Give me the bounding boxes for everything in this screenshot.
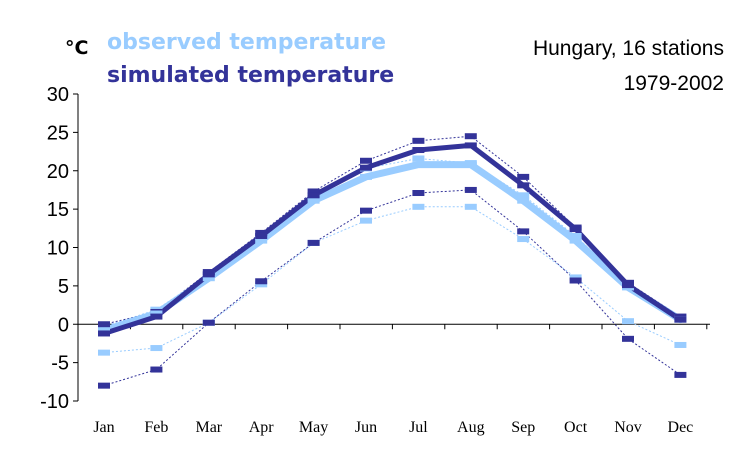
series-0-mean-marker — [150, 310, 163, 317]
y-tick-label: 10 — [47, 238, 69, 260]
x-tick-label: Mar — [195, 419, 222, 436]
series-1-mean-marker — [622, 282, 634, 289]
series-0-max-marker — [517, 192, 530, 199]
series-1-max-marker — [464, 133, 477, 140]
series-layer — [98, 133, 687, 389]
series-0-mean-marker — [202, 275, 215, 282]
series-1-mean-marker — [569, 226, 582, 233]
series-0-min-marker — [98, 349, 110, 356]
series-1-max-marker — [255, 229, 268, 236]
series-0-mean-marker — [412, 161, 425, 168]
series-1-max-marker — [517, 173, 530, 180]
y-tick-label: 15 — [47, 199, 69, 221]
series-0-max-marker — [569, 232, 582, 239]
y-tick-label: 25 — [47, 122, 69, 144]
series-0-mean-marker — [255, 237, 268, 244]
series-1-mean-marker — [98, 330, 110, 337]
series-1-mean-marker — [464, 142, 477, 149]
x-tick-label: Jun — [355, 419, 377, 436]
series-0-min-marker — [150, 345, 163, 352]
series-1-max-marker — [674, 313, 687, 320]
series-0-mean-marker — [360, 173, 372, 180]
series-0-mean-marker — [517, 197, 530, 204]
series-1-min-marker — [202, 319, 215, 326]
y-tick-label: 30 — [47, 84, 69, 106]
series-0-mean-marker — [98, 327, 110, 334]
legend-observed: observed temperature — [107, 30, 386, 55]
x-tick-label: Aug — [457, 419, 485, 436]
series-1-mean-marker — [202, 271, 215, 278]
series-0-mean-marker — [307, 197, 320, 204]
series-1-min-marker — [98, 382, 110, 389]
series-1-min-marker — [360, 207, 372, 214]
series-1-max-marker — [98, 321, 110, 328]
x-tick-label: Apr — [249, 419, 275, 436]
series-1-max-marker — [360, 157, 372, 164]
series-0-min-marker — [412, 203, 425, 210]
series-1-max-marker — [412, 137, 425, 144]
series-1-min-marker — [517, 228, 530, 235]
x-tick-label: May — [299, 419, 328, 436]
simulated-mean-line — [101, 142, 683, 336]
series-0-min-marker — [464, 203, 477, 210]
x-tick-label: Oct — [564, 419, 588, 436]
series-1-min-marker — [255, 278, 268, 285]
series-0-min-marker — [255, 281, 268, 288]
series-0-min-marker — [674, 341, 687, 348]
series-1-min-marker — [412, 190, 425, 197]
series-1-mean-marker — [150, 313, 163, 320]
series-0-min-marker — [517, 236, 530, 243]
y-unit-label: °C — [65, 37, 88, 59]
x-tick-label: Jan — [93, 419, 114, 436]
series-0-min-marker — [360, 217, 372, 224]
title-line-1: Hungary, 16 stations — [533, 37, 724, 60]
x-tick-label: Nov — [614, 419, 642, 436]
x-tick-label: Sep — [511, 419, 535, 436]
y-tick-label: 20 — [47, 161, 69, 183]
series-1-min-marker — [464, 186, 477, 193]
series-0-min-marker — [622, 318, 634, 325]
y-tick-label: -5 — [51, 353, 69, 375]
series-1-min-marker — [150, 366, 163, 373]
axes — [73, 93, 710, 402]
series-1-min-marker — [307, 239, 320, 246]
series-0-min-line — [103, 206, 681, 354]
series-1-min-line — [103, 189, 681, 387]
series-1-max-marker — [307, 188, 320, 195]
x-tick-label: Dec — [668, 419, 694, 436]
series-1-mean-marker — [517, 182, 530, 189]
y-tick-label: 0 — [58, 314, 69, 336]
series-0-mean-marker — [569, 237, 582, 244]
y-tick-label: -10 — [40, 391, 69, 413]
series-1-min-marker — [674, 371, 687, 378]
series-1-mean-marker — [255, 232, 268, 239]
series-1-mean-marker — [412, 147, 425, 154]
series-0-mean-marker — [464, 161, 477, 168]
y-tick-labels: 30 25 20 15 10 5 0 -5 -10 — [40, 84, 69, 413]
series-1-mean-marker — [307, 192, 320, 199]
series-1-mean-marker — [360, 164, 372, 171]
series-0-min-marker — [569, 274, 582, 281]
series-1-min-marker — [569, 277, 582, 284]
legend-simulated: simulated temperature — [107, 63, 394, 88]
series-1-min-marker — [622, 335, 634, 342]
x-tick-labels: Jan Feb Mar Apr May Jun Jul Aug Sep Oct Nov Dec — [93, 419, 693, 436]
series-1-max-line — [103, 135, 681, 325]
y-tick-label: 5 — [58, 276, 69, 298]
series-0-max-marker — [412, 155, 425, 162]
x-tick-label: Feb — [144, 419, 168, 436]
title-line-2: 1979-2002 — [624, 72, 724, 95]
series-1-mean-marker — [674, 316, 687, 323]
x-tick-label: Jul — [409, 419, 428, 436]
